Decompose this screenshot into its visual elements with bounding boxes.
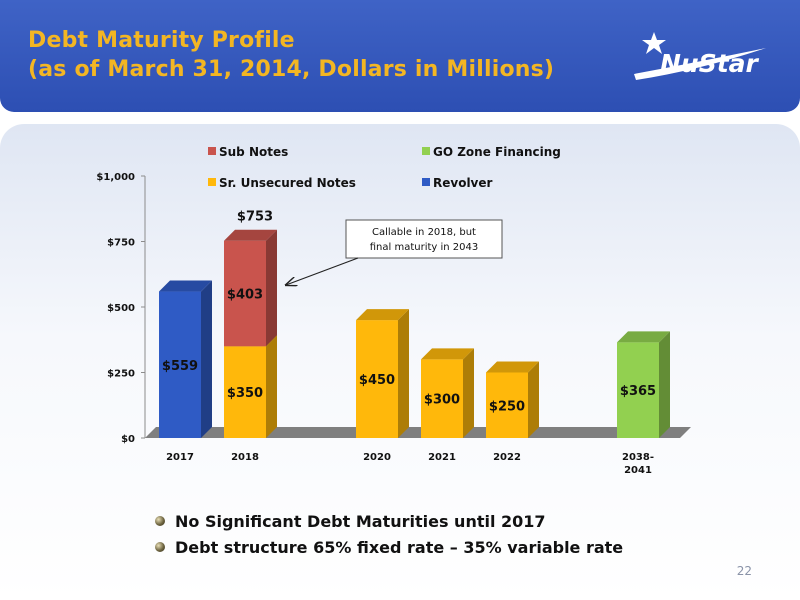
y-tick-label: $750: [107, 238, 135, 249]
bar-side: [398, 309, 409, 438]
legend-swatch: [208, 178, 216, 186]
bar-side: [201, 280, 212, 438]
bar-side: [463, 348, 474, 438]
bar-top: [486, 361, 539, 373]
y-tick-label: $0: [121, 434, 135, 445]
legend-label: Revolver: [433, 176, 493, 190]
bullet-text: Debt structure 65% fixed rate – 35% vari…: [175, 537, 624, 557]
x-tick-label: 2038-2041: [622, 452, 654, 476]
y-tick-label: $250: [107, 369, 135, 380]
bullet-item: Debt structure 65% fixed rate – 35% vari…: [155, 534, 623, 560]
bullet-text: No Significant Debt Maturities until 201…: [175, 511, 546, 531]
bar-front: [356, 320, 398, 438]
bar-sr-unsecured-notes: [421, 348, 474, 438]
data-label: $559: [162, 359, 198, 374]
bullet-icon: [155, 542, 165, 552]
x-tick-label: 2020: [363, 452, 391, 463]
slide-title: Debt Maturity Profile (as of March 31, 2…: [28, 26, 554, 84]
bar-revolver: [159, 280, 212, 438]
title-line-1: Debt Maturity Profile: [28, 28, 295, 53]
y-tick-label: $500: [107, 303, 135, 314]
slide-header: Debt Maturity Profile (as of March 31, 2…: [0, 0, 800, 112]
bar-side: [266, 335, 277, 438]
legend-label: GO Zone Financing: [433, 145, 561, 159]
annotation-arrow: [286, 257, 359, 285]
legend-item: Sr. Unsecured Notes: [208, 176, 356, 190]
bullet-icon: [155, 516, 165, 526]
legend-item: Revolver: [422, 176, 493, 190]
bar-side: [528, 361, 539, 438]
bar-sr-unsecured-notes: [486, 361, 539, 438]
data-label: $403: [227, 288, 263, 303]
page-number: 22: [736, 564, 752, 578]
annotation-box: [345, 219, 503, 259]
bar-side: [659, 331, 670, 438]
bar-side: [266, 229, 277, 347]
annotation-text-line1: Callable in 2018, but: [372, 227, 476, 238]
bar-sr-unsecured-notes: [356, 309, 409, 438]
bar-front: [486, 372, 528, 438]
bar-top: [421, 348, 474, 360]
logo-swoosh: [634, 48, 766, 80]
total-label: $753: [237, 210, 273, 225]
bar-front: [617, 342, 659, 438]
data-label: $300: [424, 392, 460, 407]
bar-front: [224, 240, 266, 347]
bar-front: [224, 346, 266, 438]
title-line-2: (as of March 31, 2014, Dollars in Millio…: [28, 57, 555, 82]
bar-front: [421, 359, 463, 438]
bar-go-zone-financing: [617, 331, 670, 438]
chart-floor: [145, 427, 691, 438]
annotation-text-line2: final maturity in 2043: [370, 242, 479, 253]
data-label: $450: [359, 373, 395, 388]
legend-item: Sub Notes: [208, 145, 288, 159]
bullet-list: No Significant Debt Maturities until 201…: [155, 508, 623, 560]
legend-label: Sub Notes: [219, 145, 288, 159]
x-tick-label: 2021: [428, 452, 456, 463]
legend-swatch: [422, 147, 430, 155]
legend-label: Sr. Unsecured Notes: [219, 176, 356, 190]
x-tick-label: 2022: [493, 452, 521, 463]
x-tick-label: 2018: [231, 452, 259, 463]
bar-front: [159, 291, 201, 438]
bar-top: [356, 309, 409, 321]
bullet-item: No Significant Debt Maturities until 201…: [155, 508, 623, 534]
bar-sub-notes: [224, 229, 277, 347]
logo-star: [642, 32, 666, 54]
bar-top: [224, 229, 277, 241]
x-tick-label: 2017: [166, 452, 194, 463]
y-tick-label: $1,000: [96, 172, 135, 183]
logo-text: NuStar: [660, 49, 760, 78]
legend-swatch: [208, 147, 216, 155]
nustar-logo: NuStar: [634, 32, 766, 80]
bar-top: [159, 280, 212, 292]
data-label: $250: [489, 400, 525, 415]
legend-item: GO Zone Financing: [422, 145, 561, 159]
legend-swatch: [422, 178, 430, 186]
data-label: $350: [227, 386, 263, 401]
bar-top: [617, 331, 670, 343]
data-label: $365: [620, 384, 656, 399]
